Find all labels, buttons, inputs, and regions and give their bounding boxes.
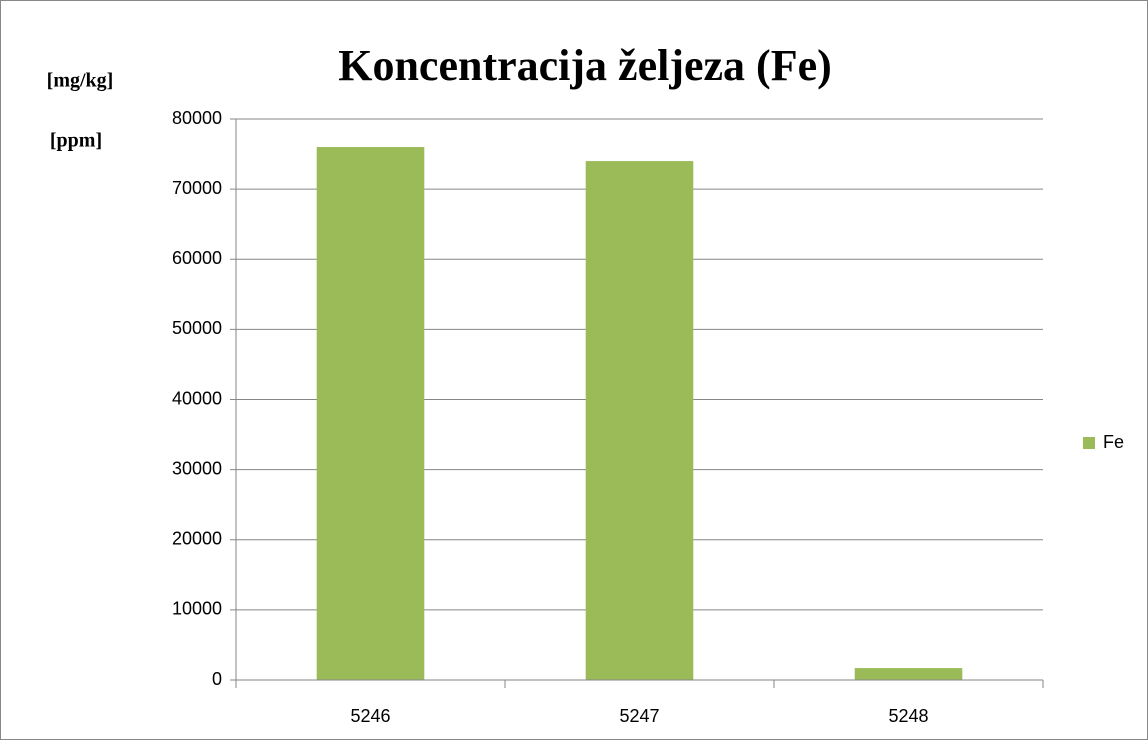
y-tick-label: 10000 <box>172 599 222 619</box>
y-axis-label: [ppm] <box>50 130 102 152</box>
y-tick-label: 20000 <box>172 529 222 549</box>
y-tick-label: 0 <box>212 669 222 689</box>
bar <box>585 161 694 680</box>
legend-label: Fe <box>1103 432 1124 452</box>
legend-swatch <box>1083 437 1095 449</box>
x-tick-label: 5247 <box>619 706 659 726</box>
y-tick-label: 40000 <box>172 388 222 408</box>
y-tick-label: 60000 <box>172 248 222 268</box>
y-axis-label: [mg/kg] <box>47 70 114 92</box>
bar <box>316 147 425 681</box>
x-tick-label: 5246 <box>350 706 390 726</box>
y-tick-label: 80000 <box>172 108 222 128</box>
chart-title: Koncentracija željeza (Fe) <box>338 41 832 90</box>
bar <box>854 668 963 680</box>
y-tick-label: 70000 <box>172 178 222 198</box>
y-tick-label: 30000 <box>172 458 222 478</box>
x-tick-label: 5248 <box>888 706 928 726</box>
y-tick-label: 50000 <box>172 318 222 338</box>
